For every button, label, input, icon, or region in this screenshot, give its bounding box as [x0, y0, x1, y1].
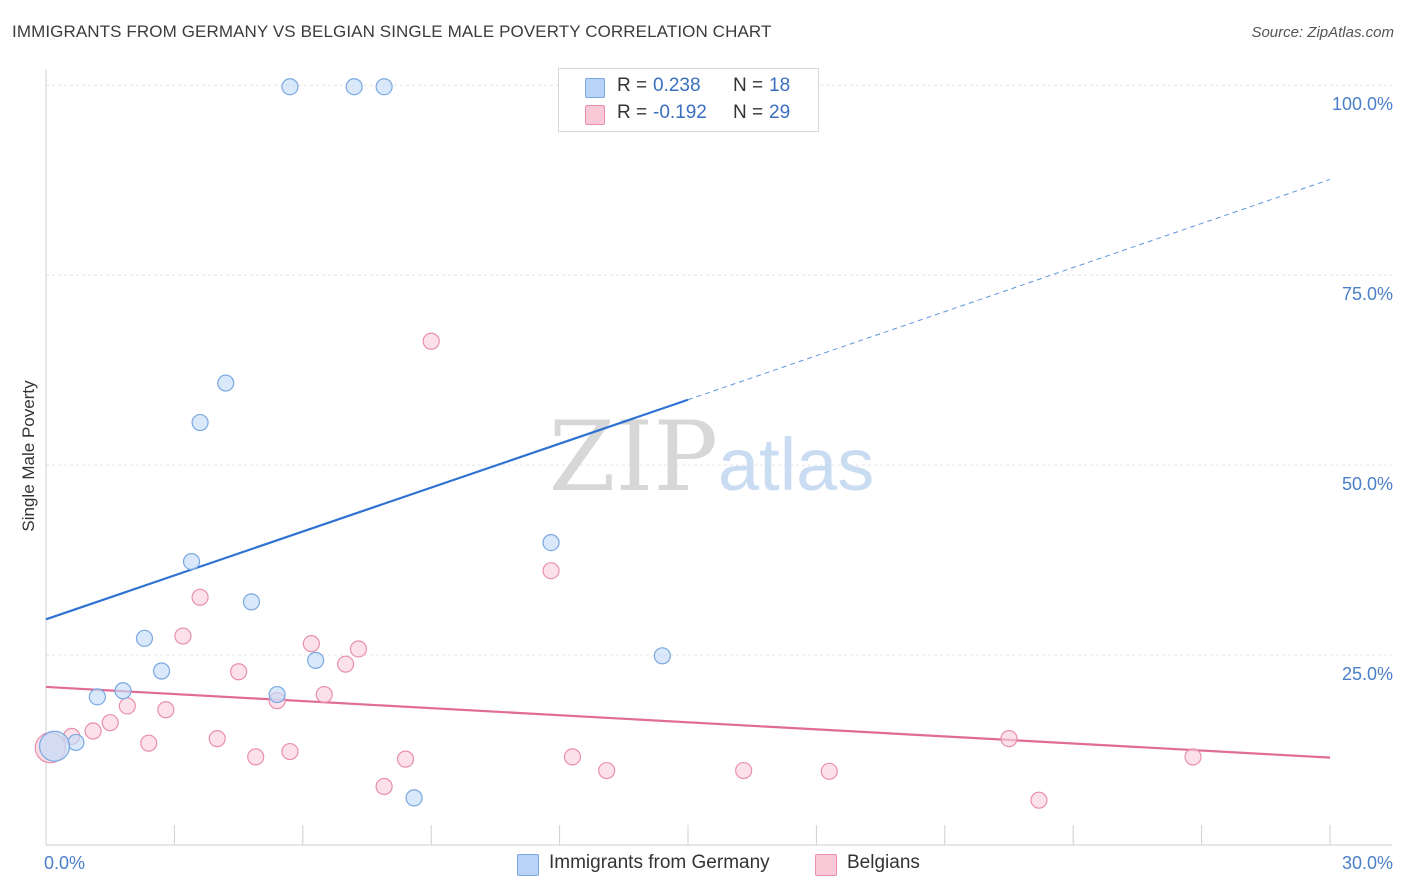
chart-title: IMMIGRANTS FROM GERMANY VS BELGIAN SINGL…: [12, 22, 772, 41]
point-belgians: [140, 734, 158, 752]
y-tick-label: 75.0%: [1342, 284, 1393, 304]
point-belgians: [598, 761, 616, 780]
bottom-legend-label-belgians: Belgians: [847, 852, 920, 873]
y-tick-label: 100.0%: [1332, 94, 1393, 114]
point-germany: [405, 789, 423, 807]
correlation-legend: R = 0.238 N = 18 R = -0.192 N = 29: [558, 68, 819, 132]
point-belgians: [375, 777, 393, 796]
axes: [45, 70, 1392, 846]
tick-labels: 25.0% 50.0% 75.0% 100.0% 0.0% 30.0%: [44, 94, 1393, 873]
watermark-atlas: atlas: [718, 423, 874, 506]
point-belgians: [157, 701, 175, 719]
watermark-zip: ZIP: [549, 401, 718, 513]
trend-line-belgians: [45, 685, 1331, 759]
point-belgians: [542, 562, 560, 580]
data-points: [34, 78, 1202, 809]
point-belgians: [281, 742, 299, 761]
point-germany: [38, 730, 71, 762]
point-belgians: [563, 748, 582, 766]
legend-swatch-belgians: [585, 105, 605, 125]
y-tick-label: 50.0%: [1342, 474, 1393, 494]
legend-n-value: 29: [769, 102, 791, 123]
bottom-legend-label-germany: Immigrants from Germany: [549, 852, 770, 873]
x-tick-label-max: 30.0%: [1342, 853, 1393, 873]
point-belgians: [302, 635, 320, 653]
trend-lines: [45, 178, 1331, 759]
point-belgians: [101, 714, 119, 732]
legend-r-value: 0.238: [653, 75, 701, 96]
point-belgians: [230, 663, 248, 681]
point-germany: [135, 629, 154, 647]
point-germany: [152, 662, 171, 680]
point-germany: [191, 413, 209, 432]
legend-r-value: -0.192: [653, 102, 707, 123]
point-belgians: [1000, 730, 1018, 748]
gridlines: [46, 84, 1392, 656]
point-germany: [182, 552, 201, 571]
point-belgians: [337, 655, 355, 673]
x-tick-label-min: 0.0%: [44, 853, 85, 873]
point-germany: [88, 688, 106, 706]
point-germany: [542, 533, 560, 552]
bottom-legend-swatch-belgians: [815, 854, 837, 876]
bottom-legend-swatch-germany: [517, 854, 539, 876]
point-belgians: [247, 748, 265, 766]
point-belgians: [118, 697, 136, 715]
point-belgians: [174, 627, 192, 645]
source-label: Source: ZipAtlas.com: [1251, 24, 1394, 41]
legend-n-value: 18: [769, 75, 791, 96]
point-germany: [281, 78, 299, 96]
point-belgians: [820, 762, 838, 780]
point-belgians: [396, 750, 415, 768]
point-belgians: [422, 332, 440, 350]
y-axis-label: Single Male Poverty: [19, 380, 38, 532]
point-belgians: [315, 685, 333, 704]
point-belgians: [84, 722, 102, 740]
point-belgians: [208, 730, 226, 748]
point-germany: [345, 78, 363, 96]
point-germany: [653, 647, 671, 665]
legend-r-label: R =: [617, 102, 648, 123]
point-germany: [268, 685, 286, 704]
trend-line-germany: [45, 398, 689, 621]
legend-r-label: R =: [617, 75, 648, 96]
point-belgians: [349, 640, 368, 658]
point-germany: [114, 682, 132, 700]
point-germany: [242, 593, 261, 611]
point-germany: [307, 651, 325, 669]
y-tick-label: 25.0%: [1342, 664, 1393, 684]
point-belgians: [735, 761, 753, 780]
point-belgians: [191, 588, 209, 606]
point-belgians: [1030, 791, 1048, 809]
point-germany: [375, 78, 393, 96]
point-germany: [67, 733, 85, 752]
legend-n-label: N =: [733, 102, 764, 123]
point-belgians: [1184, 748, 1202, 766]
trend-line-germany-extension: [687, 178, 1331, 401]
point-germany: [217, 374, 235, 392]
legend-n-label: N =: [733, 75, 764, 96]
legend-swatch-germany: [585, 78, 605, 98]
